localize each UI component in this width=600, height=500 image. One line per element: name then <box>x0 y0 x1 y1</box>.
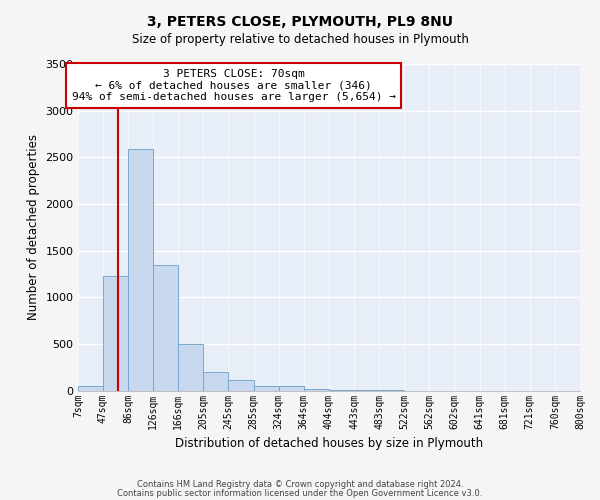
Bar <box>178 344 203 391</box>
Text: 3, PETERS CLOSE, PLYMOUTH, PL9 8NU: 3, PETERS CLOSE, PLYMOUTH, PL9 8NU <box>147 15 453 29</box>
Bar <box>153 264 178 390</box>
Bar <box>103 276 128 390</box>
Text: 3 PETERS CLOSE: 70sqm
← 6% of detached houses are smaller (346)
94% of semi-deta: 3 PETERS CLOSE: 70sqm ← 6% of detached h… <box>71 69 395 102</box>
Text: Contains public sector information licensed under the Open Government Licence v3: Contains public sector information licen… <box>118 488 482 498</box>
Text: Contains HM Land Registry data © Crown copyright and database right 2024.: Contains HM Land Registry data © Crown c… <box>137 480 463 489</box>
Bar <box>78 386 103 390</box>
Bar <box>203 372 229 390</box>
Bar <box>254 386 279 390</box>
Text: Size of property relative to detached houses in Plymouth: Size of property relative to detached ho… <box>131 32 469 46</box>
Y-axis label: Number of detached properties: Number of detached properties <box>27 134 40 320</box>
Bar <box>229 380 254 390</box>
X-axis label: Distribution of detached houses by size in Plymouth: Distribution of detached houses by size … <box>175 437 483 450</box>
Bar <box>279 386 304 390</box>
Bar <box>128 149 153 390</box>
Bar <box>304 389 329 390</box>
